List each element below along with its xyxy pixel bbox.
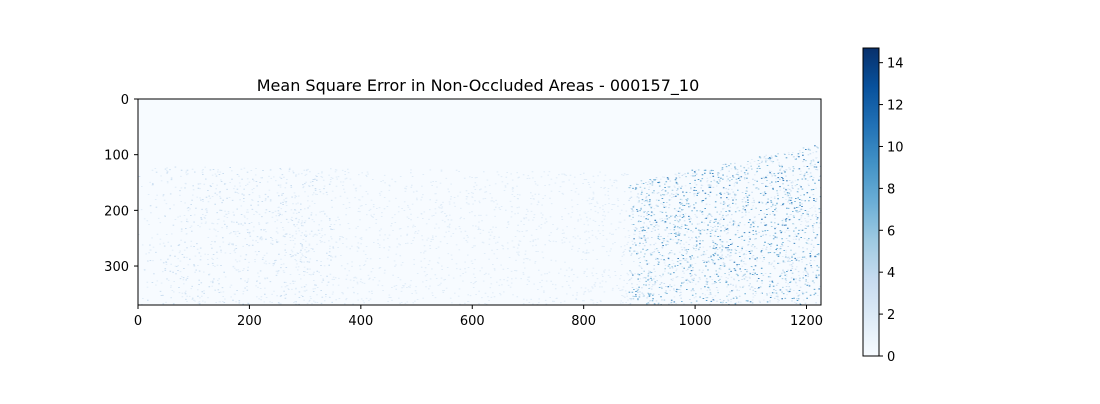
colorbar: 0 2 4 6 8 10 12 14 bbox=[862, 47, 904, 365]
plot-area bbox=[137, 98, 822, 306]
colorbar-tick-label: 12 bbox=[887, 99, 904, 114]
x-tick-label: 600 bbox=[460, 314, 485, 329]
colorbar-tick-label: 2 bbox=[887, 308, 895, 323]
x-tick-label: 1000 bbox=[679, 314, 712, 329]
plot-frame bbox=[137, 98, 822, 306]
x-tick-label: 400 bbox=[348, 314, 373, 329]
x-tick-label: 800 bbox=[571, 314, 596, 329]
colorbar-tick-label: 6 bbox=[887, 224, 895, 239]
colorbar-tick-label: 14 bbox=[887, 57, 904, 72]
y-tick-label: 100 bbox=[104, 149, 129, 164]
heatmap-point-group bbox=[628, 147, 821, 305]
colorbar-tick-label: 0 bbox=[887, 350, 895, 365]
y-tick-label: 200 bbox=[104, 204, 129, 219]
colorbar-ticks: 0 2 4 6 8 10 12 14 bbox=[879, 57, 904, 365]
x-tick-label: 0 bbox=[134, 314, 142, 329]
plot-background bbox=[138, 99, 821, 305]
x-tick-label: 1200 bbox=[790, 314, 823, 329]
y-tick-label: 0 bbox=[121, 93, 129, 108]
colorbar-tick-label: 8 bbox=[887, 182, 895, 197]
colorbar-gradient bbox=[862, 47, 880, 357]
chart-title: Mean Square Error in Non-Occluded Areas … bbox=[257, 76, 700, 96]
heatmap-point-group bbox=[632, 145, 821, 305]
x-axis: 0 200 400 600 800 1000 1200 bbox=[134, 305, 823, 329]
colorbar-tick-label: 10 bbox=[887, 140, 904, 155]
heatmap-error-points bbox=[138, 145, 821, 305]
x-tick-label: 200 bbox=[237, 314, 262, 329]
y-tick-label: 300 bbox=[104, 260, 129, 275]
y-axis: 0 100 200 300 bbox=[104, 93, 138, 275]
colorbar-tick-label: 4 bbox=[887, 266, 895, 281]
